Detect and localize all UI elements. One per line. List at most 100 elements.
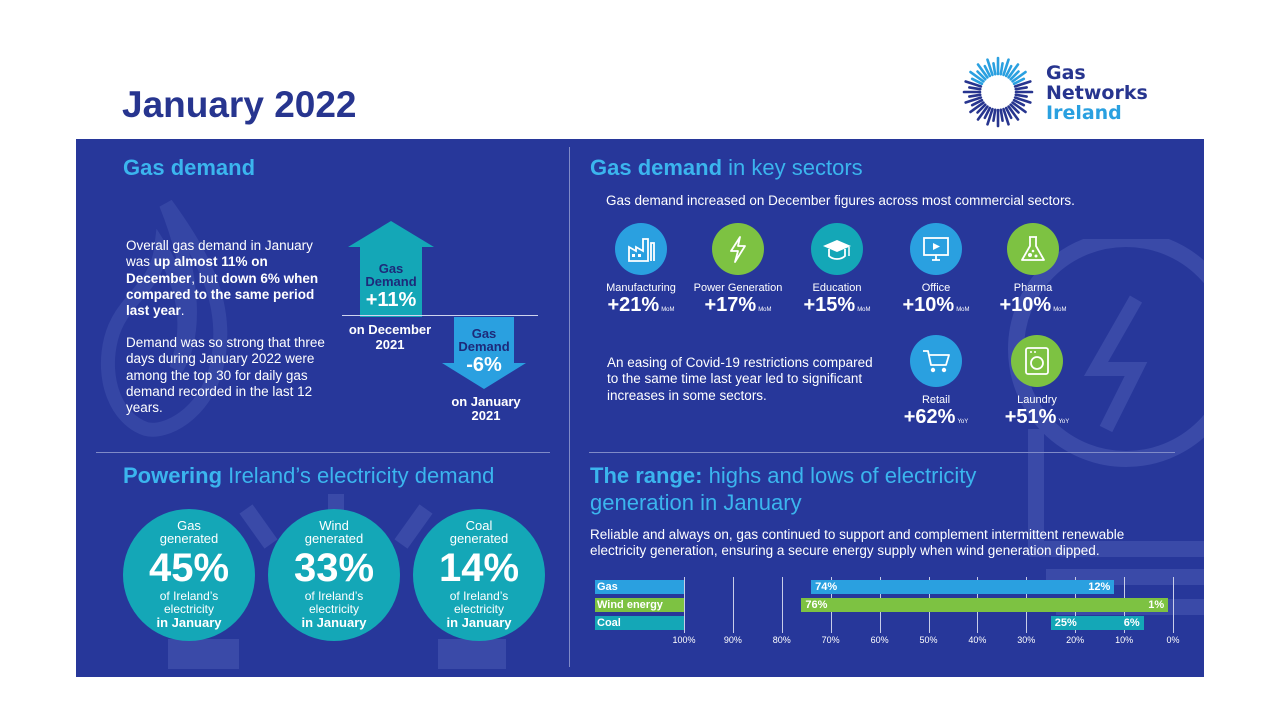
range-bar-coal: 25% 6% — [1050, 616, 1144, 630]
gas-demand-summary: Overall gas demand in January was up alm… — [126, 238, 319, 319]
sector-icon-circle — [1007, 223, 1059, 275]
sector-laundry: Laundry +51% YoY — [989, 335, 1085, 433]
sector-icon-circle — [615, 223, 667, 275]
chart-gridline — [781, 577, 783, 633]
bubble-period: in January — [156, 615, 222, 630]
bubble-percent: 14% — [438, 546, 520, 590]
range-bar-wind-energy: 76% 1% — [801, 598, 1169, 612]
sector-value: +21% MoM — [607, 294, 675, 316]
sector-value: +15% MoM — [803, 294, 871, 316]
sector-icon-circle — [1011, 335, 1063, 387]
sector-value: +10% MoM — [999, 294, 1067, 316]
sector-value: +62% YoY — [903, 406, 969, 428]
bar-high-label: 74% — [815, 581, 838, 593]
down-arrow-caption-1: on January — [451, 394, 521, 409]
sector-icon-circle — [910, 223, 962, 275]
sector-retail: Retail +62% YoY — [888, 335, 984, 433]
bar-low-label: 12% — [1088, 581, 1111, 593]
factory-icon — [628, 238, 655, 262]
sector-manufacturing: Manufacturing +21% MoM — [593, 223, 689, 321]
range-bar-gas: 74% 12% — [811, 580, 1115, 594]
key-sectors-title: Gas demand in key sectors — [590, 155, 863, 180]
sector-name: Laundry — [1017, 394, 1057, 406]
bar-low-label: 6% — [1123, 617, 1140, 629]
key-sectors-intro: Gas demand increased on December figures… — [606, 193, 1075, 208]
chart-gridline — [1173, 577, 1174, 633]
sector-power-generation: Power Generation +17% MoM — [690, 223, 786, 321]
bubble-percent: 33% — [293, 546, 375, 590]
x-tick-label: 50% — [919, 635, 938, 645]
down-arrow-label-2: Demand — [458, 339, 510, 354]
page-title: January 2022 — [122, 84, 357, 125]
flask-icon — [1021, 236, 1045, 261]
x-tick-label: 60% — [870, 635, 889, 645]
x-tick-label: 20% — [1066, 635, 1085, 645]
bubble-source: Wind generated — [304, 518, 364, 546]
bar-category-label: Wind energy — [595, 598, 684, 612]
bubble-period: in January — [446, 615, 512, 630]
bar-category-label: Coal — [595, 616, 684, 630]
infographic-panel: Gas demand Overall gas demand in January… — [76, 139, 1204, 677]
chart-gridline — [732, 577, 734, 633]
bubble-subtext: of Ireland’s electricity — [449, 589, 509, 616]
right-horizontal-divider — [589, 452, 1175, 453]
sector-pharma: Pharma +10% MoM — [985, 223, 1081, 321]
x-tick-label: 70% — [821, 635, 840, 645]
bubble-subtext: of Ireland’s electricity — [304, 589, 364, 616]
sector-icon-circle — [811, 223, 863, 275]
vertical-divider — [569, 147, 570, 667]
sector-name: Power Generation — [693, 282, 783, 294]
sector-value: +10% MoM — [902, 294, 970, 316]
bar-category-label: Gas — [595, 580, 684, 594]
x-tick-label: 90% — [723, 635, 742, 645]
range-intro: Reliable and always on, gas continued to… — [590, 527, 1125, 559]
electricity-title: Powering Ireland’s electricity demand — [123, 463, 495, 488]
up-arrow-label-2: Demand — [365, 274, 417, 289]
bar-high-label: 25% — [1054, 617, 1077, 629]
sector-education: Education +15% MoM — [789, 223, 885, 321]
sector-office: Office +10% MoM — [888, 223, 984, 321]
up-arrow-caption-2: 2021 — [375, 337, 405, 352]
monitor-icon — [923, 237, 949, 261]
covid-note: An easing of Covid-19 restrictions compa… — [607, 355, 873, 403]
left-horizontal-divider — [96, 452, 550, 453]
washing-machine-icon — [1025, 347, 1049, 375]
chart-gridline — [684, 577, 685, 633]
flame-watermark-icon — [100, 199, 228, 437]
generation-bubble-wind: Wind generated 33% of Ireland’s electricity i… — [268, 509, 400, 641]
gas-demand-title: Gas demand — [123, 155, 256, 180]
graduation-cap-icon — [823, 240, 851, 260]
sector-icon-circle — [712, 223, 764, 275]
x-tick-label: 40% — [968, 635, 987, 645]
up-arrow-value: +11% — [365, 289, 417, 311]
bubble-source: Coal generated — [449, 518, 509, 546]
up-arrow-caption-1: on December — [348, 322, 432, 337]
logo-text-gas: Gas — [1046, 62, 1086, 84]
down-arrow-label-1: Gas — [471, 326, 497, 341]
lightning-icon — [730, 236, 746, 263]
logo-text-networks: Networks — [1046, 82, 1148, 104]
gas-networks-ireland-logo: Gas Networks Ireland — [962, 56, 1162, 130]
demand-up-arrow — [348, 221, 434, 317]
bar-high-label: 76% — [805, 599, 828, 611]
bar-low-label: 1% — [1148, 599, 1165, 611]
arrow-baseline — [342, 315, 538, 316]
logo-sunburst-icon — [962, 56, 1034, 128]
x-tick-label: 0% — [1166, 635, 1180, 645]
sector-value: +51% YoY — [1004, 406, 1070, 428]
shopping-cart-icon — [923, 350, 950, 373]
bubble-source: Gas generated — [159, 518, 219, 546]
sector-name: Retail — [921, 394, 951, 406]
up-arrow-label-1: Gas — [378, 261, 404, 276]
x-tick-label: 10% — [1115, 635, 1134, 645]
bubble-subtext: of Ireland’s electricity — [159, 589, 219, 616]
range-title: The range: highs and lows of electricity… — [590, 463, 977, 515]
sector-name: Manufacturing — [606, 282, 676, 294]
bubble-percent: 45% — [148, 546, 230, 590]
demand-down-arrow — [442, 317, 526, 389]
sector-name: Pharma — [1013, 282, 1053, 294]
down-arrow-caption-2: 2021 — [471, 408, 501, 423]
x-tick-label: 30% — [1017, 635, 1036, 645]
gas-demand-detail: Demand was so strong that three days dur… — [126, 335, 325, 416]
x-tick-label: 80% — [772, 635, 791, 645]
